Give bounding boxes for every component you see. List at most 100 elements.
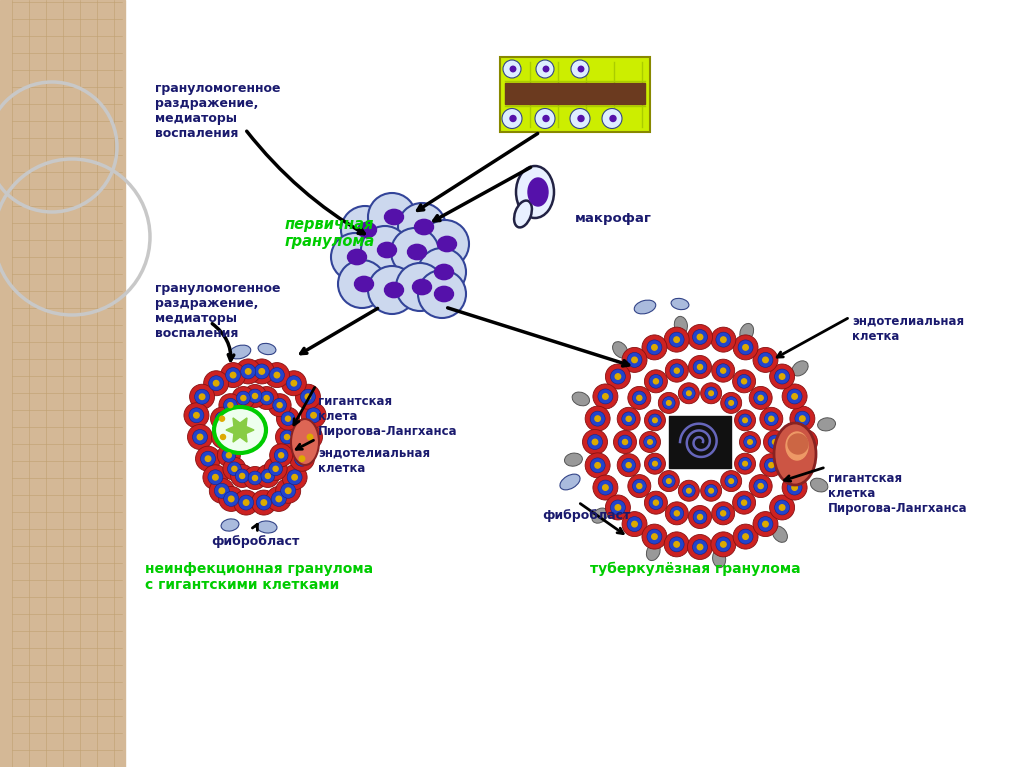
FancyBboxPatch shape <box>500 57 650 132</box>
Text: первичная
гранулома: первичная гранулома <box>285 217 375 249</box>
Circle shape <box>598 389 613 404</box>
Ellipse shape <box>510 116 516 121</box>
Circle shape <box>687 324 713 350</box>
Circle shape <box>628 387 651 410</box>
Circle shape <box>760 453 782 476</box>
Ellipse shape <box>671 298 689 310</box>
Circle shape <box>658 393 679 413</box>
Circle shape <box>712 502 734 525</box>
Circle shape <box>603 393 608 399</box>
Circle shape <box>705 485 718 497</box>
Circle shape <box>244 466 266 489</box>
FancyBboxPatch shape <box>669 416 731 468</box>
Circle shape <box>765 458 778 472</box>
Circle shape <box>763 357 768 363</box>
Circle shape <box>692 330 708 344</box>
Circle shape <box>269 367 285 383</box>
Ellipse shape <box>354 276 374 291</box>
Circle shape <box>644 436 656 448</box>
Text: грануломогенное
раздражение,
медиаторы
воспаления: грануломогенное раздражение, медиаторы в… <box>155 282 281 340</box>
Circle shape <box>196 446 220 471</box>
Circle shape <box>790 453 815 478</box>
Circle shape <box>792 393 798 399</box>
Ellipse shape <box>434 265 454 280</box>
Circle shape <box>770 495 795 520</box>
Circle shape <box>295 451 309 466</box>
Circle shape <box>592 439 598 445</box>
Circle shape <box>281 412 295 426</box>
Circle shape <box>536 60 554 78</box>
Circle shape <box>200 394 205 400</box>
Circle shape <box>590 411 605 426</box>
Circle shape <box>732 491 756 514</box>
Circle shape <box>605 495 631 520</box>
Circle shape <box>725 475 737 487</box>
Circle shape <box>198 434 203 439</box>
Circle shape <box>214 483 229 499</box>
Circle shape <box>307 434 312 439</box>
Circle shape <box>754 479 768 493</box>
Circle shape <box>622 412 636 426</box>
Circle shape <box>774 500 790 515</box>
Circle shape <box>716 364 730 377</box>
Circle shape <box>721 368 726 374</box>
Circle shape <box>618 435 632 449</box>
Circle shape <box>798 434 812 449</box>
Circle shape <box>255 387 279 410</box>
Circle shape <box>787 389 802 404</box>
Circle shape <box>296 384 321 410</box>
Circle shape <box>331 233 379 281</box>
Circle shape <box>738 414 752 426</box>
Circle shape <box>215 412 229 426</box>
Circle shape <box>617 453 640 476</box>
Circle shape <box>286 416 291 421</box>
Circle shape <box>637 483 642 489</box>
Ellipse shape <box>413 279 431 295</box>
Circle shape <box>686 391 691 396</box>
Circle shape <box>219 488 224 493</box>
Circle shape <box>764 430 786 453</box>
Circle shape <box>209 376 223 390</box>
Circle shape <box>683 485 695 497</box>
Circle shape <box>244 500 249 505</box>
Circle shape <box>651 534 657 539</box>
Circle shape <box>678 480 699 502</box>
Circle shape <box>665 532 689 557</box>
Circle shape <box>274 449 288 463</box>
Circle shape <box>739 432 761 453</box>
Bar <box>0 0 125 767</box>
Circle shape <box>220 363 246 387</box>
Ellipse shape <box>786 432 808 460</box>
Circle shape <box>666 502 688 525</box>
Circle shape <box>269 444 293 467</box>
Circle shape <box>637 395 642 400</box>
Circle shape <box>633 479 646 493</box>
Circle shape <box>687 535 713 559</box>
Circle shape <box>651 344 657 351</box>
Circle shape <box>693 510 707 524</box>
Circle shape <box>721 337 726 342</box>
Circle shape <box>770 364 795 389</box>
Circle shape <box>721 542 726 547</box>
Circle shape <box>590 458 605 473</box>
Circle shape <box>622 458 636 472</box>
Circle shape <box>674 337 679 342</box>
Circle shape <box>274 372 280 378</box>
Circle shape <box>700 383 722 403</box>
Circle shape <box>754 391 768 405</box>
Circle shape <box>667 479 671 483</box>
Circle shape <box>737 374 751 388</box>
Ellipse shape <box>510 66 516 72</box>
Circle shape <box>640 432 660 453</box>
Ellipse shape <box>543 116 549 121</box>
Circle shape <box>276 407 299 430</box>
Circle shape <box>285 434 290 439</box>
Circle shape <box>753 512 778 537</box>
Circle shape <box>338 260 386 308</box>
Circle shape <box>287 469 302 485</box>
Ellipse shape <box>578 116 584 121</box>
Circle shape <box>299 456 305 462</box>
Circle shape <box>738 340 753 355</box>
Circle shape <box>398 203 446 251</box>
Circle shape <box>649 374 663 388</box>
